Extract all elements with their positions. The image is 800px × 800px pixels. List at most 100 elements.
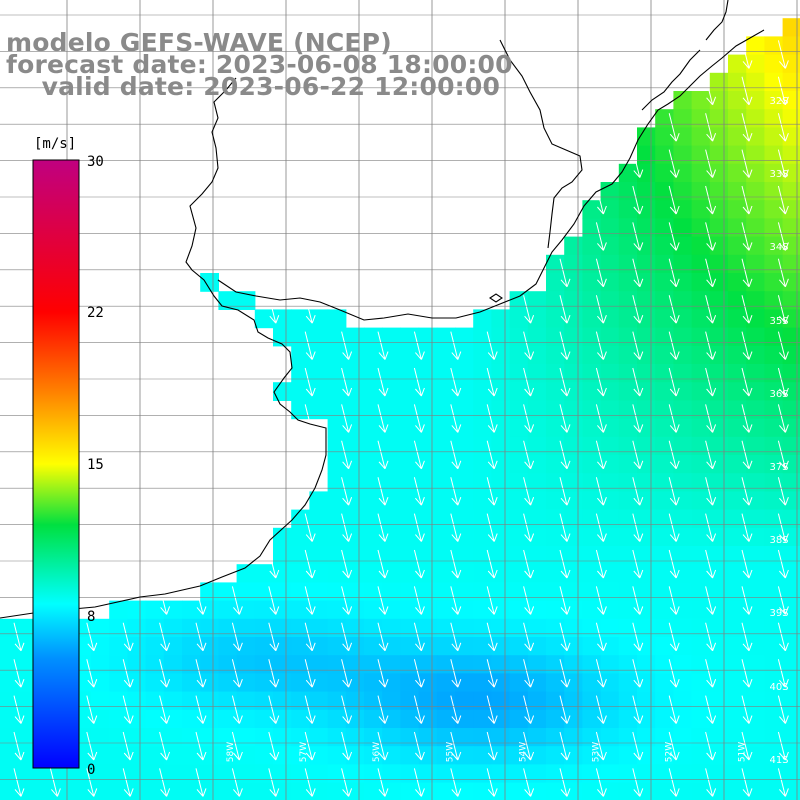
field-cell xyxy=(709,109,729,128)
field-cell xyxy=(327,400,347,420)
wind-arrow xyxy=(450,331,462,360)
field-cell xyxy=(400,600,420,620)
field-cell xyxy=(236,764,256,784)
field-cell xyxy=(600,182,620,201)
field-cell xyxy=(436,655,456,674)
field-cell xyxy=(327,546,347,565)
wind-arrow xyxy=(595,549,607,579)
wind-arrow xyxy=(523,367,535,397)
field-cell xyxy=(564,309,583,329)
field-cell xyxy=(564,291,583,310)
field-cell xyxy=(509,582,529,602)
field-cell xyxy=(764,582,784,602)
wind-arrow xyxy=(559,659,571,688)
field-cell xyxy=(709,491,729,511)
wind-arrow xyxy=(341,731,353,761)
wind-arrow xyxy=(595,440,607,470)
wind-arrow xyxy=(632,513,644,542)
field-cell xyxy=(309,400,329,420)
wind-arrow xyxy=(777,622,789,652)
latitude-label: 32S xyxy=(769,96,788,107)
wind-arrow xyxy=(86,731,98,761)
field-cell xyxy=(509,509,529,529)
latitude-label: 34S xyxy=(769,242,788,253)
field-cell xyxy=(618,782,638,800)
wind-arrow xyxy=(86,659,98,688)
field-cell xyxy=(18,655,37,674)
field-cell xyxy=(145,746,165,765)
field-cell xyxy=(618,618,638,638)
field-cell xyxy=(782,546,800,565)
field-cell xyxy=(364,473,383,492)
wind-arrow xyxy=(632,768,644,797)
field-cell xyxy=(418,327,438,347)
field-cell xyxy=(273,728,292,747)
field-cell xyxy=(400,546,420,565)
field-cell xyxy=(709,345,729,365)
field-cell xyxy=(655,509,674,529)
field-cell xyxy=(400,764,420,784)
wind-arrow xyxy=(741,695,753,724)
field-cell xyxy=(782,782,800,800)
field-cell xyxy=(327,746,347,765)
field-cell xyxy=(382,637,401,656)
wind-arrow xyxy=(304,549,316,579)
field-cell xyxy=(546,345,565,365)
latitude-labels: 32S 33S 34S 35S 36S 37S 38S 39S 40S 41S xyxy=(769,96,788,766)
field-cell xyxy=(655,327,674,347)
field-cell xyxy=(728,91,747,110)
wind-arrow xyxy=(559,622,571,652)
field-cell xyxy=(364,327,383,347)
field-cell xyxy=(691,746,711,765)
wind-arrow xyxy=(595,331,607,360)
field-cell xyxy=(527,473,547,492)
field-cell xyxy=(728,691,747,711)
field-cell xyxy=(182,637,201,656)
wind-arrow xyxy=(668,222,680,251)
field-cell xyxy=(655,709,674,729)
wind-arrow xyxy=(231,586,243,615)
field-cell xyxy=(673,564,693,583)
wind-arrow xyxy=(705,222,717,251)
field-cell xyxy=(182,600,201,620)
wind-arrow xyxy=(705,513,717,542)
field-cell xyxy=(400,782,420,800)
wind-arrow xyxy=(413,549,425,579)
wind-arrow xyxy=(741,659,753,688)
field-cell xyxy=(18,691,37,711)
field-cell xyxy=(382,746,401,765)
wind-arrow xyxy=(559,404,571,433)
field-cell xyxy=(673,382,693,401)
field-cell xyxy=(491,746,511,765)
field-cell xyxy=(509,637,529,656)
field-cell xyxy=(673,655,693,674)
field-cell xyxy=(382,364,401,383)
field-cell xyxy=(18,728,37,747)
wind-arrow xyxy=(632,695,644,724)
field-cell xyxy=(673,327,693,347)
field-cell xyxy=(509,436,529,456)
field-cell xyxy=(655,273,674,292)
field-cell xyxy=(637,473,656,492)
field-cell xyxy=(309,527,329,547)
field-cell xyxy=(655,145,674,165)
wind-arrow xyxy=(268,295,280,324)
field-cell xyxy=(709,163,729,183)
field-cell xyxy=(728,254,747,274)
field-cell xyxy=(436,509,456,529)
field-cell xyxy=(782,145,800,165)
field-cell xyxy=(91,637,110,656)
field-cell xyxy=(418,637,438,656)
field-cell xyxy=(436,673,456,693)
lagoa-mirim xyxy=(641,49,701,111)
field-cell xyxy=(600,655,620,674)
field-cell xyxy=(655,491,674,511)
wind-arrow xyxy=(777,513,789,542)
field-cell xyxy=(163,691,183,711)
wind-arrow xyxy=(668,149,680,178)
field-cell xyxy=(254,309,274,329)
field-cell xyxy=(746,309,765,329)
field-cell xyxy=(746,473,765,492)
field-cell xyxy=(273,618,292,638)
field-cell xyxy=(236,600,256,620)
